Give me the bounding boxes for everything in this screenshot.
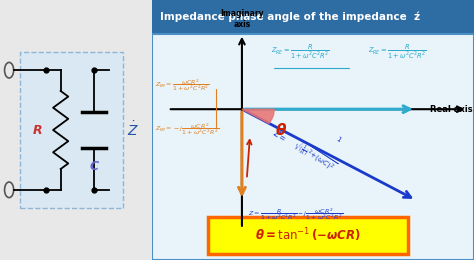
Text: Real axis: Real axis	[430, 105, 473, 114]
Text: $Z=$: $Z=$	[271, 127, 289, 144]
FancyBboxPatch shape	[152, 34, 474, 260]
Wedge shape	[242, 109, 274, 123]
Text: C: C	[90, 160, 99, 173]
Text: $Z=\dfrac{R}{1+\omega^2C^2R^2}-j\dfrac{\omega CR^2}{1+\omega^2C^2R^2}$: $Z=\dfrac{R}{1+\omega^2C^2R^2}-j\dfrac{\…	[248, 206, 344, 223]
Text: 1: 1	[335, 135, 342, 143]
Text: $Z_{IM}=-j\dfrac{\omega CR^2}{1+\omega^2C^2R^2}$: $Z_{IM}=-j\dfrac{\omega CR^2}{1+\omega^2…	[155, 122, 219, 138]
Text: $Z_{RE}=\dfrac{R}{1+\omega^2C^2R^2}$: $Z_{RE}=\dfrac{R}{1+\omega^2C^2R^2}$	[368, 43, 427, 61]
Text: Imaginary
axis: Imaginary axis	[220, 9, 264, 29]
Text: $\boldsymbol{\theta}$: $\boldsymbol{\theta}$	[274, 122, 287, 138]
FancyBboxPatch shape	[20, 52, 123, 208]
Text: $\boldsymbol{\theta = \tan^{-1}(-\omega CR)}$: $\boldsymbol{\theta = \tan^{-1}(-\omega …	[255, 226, 361, 244]
FancyBboxPatch shape	[152, 0, 474, 34]
Text: $\sqrt{\!\left(\frac{1}{R}\right)^{\!2}\!+\!(\omega C)^2}$: $\sqrt{\!\left(\frac{1}{R}\right)^{\!2}\…	[290, 136, 339, 176]
Text: $Z_{RE}=\dfrac{R}{1+\omega^2C^2R^2}$: $Z_{RE}=\dfrac{R}{1+\omega^2C^2R^2}$	[271, 43, 330, 61]
Text: Impedance phase angle of the impedance  ź: Impedance phase angle of the impedance ź	[160, 12, 420, 22]
Text: $Z_{IM}=\dfrac{\omega CR^2}{1+\omega^2C^2R^2}$: $Z_{IM}=\dfrac{\omega CR^2}{1+\omega^2C^…	[155, 78, 210, 94]
Text: R: R	[33, 124, 43, 136]
FancyBboxPatch shape	[208, 217, 408, 254]
Text: $\dot{Z}$: $\dot{Z}$	[128, 121, 139, 139]
